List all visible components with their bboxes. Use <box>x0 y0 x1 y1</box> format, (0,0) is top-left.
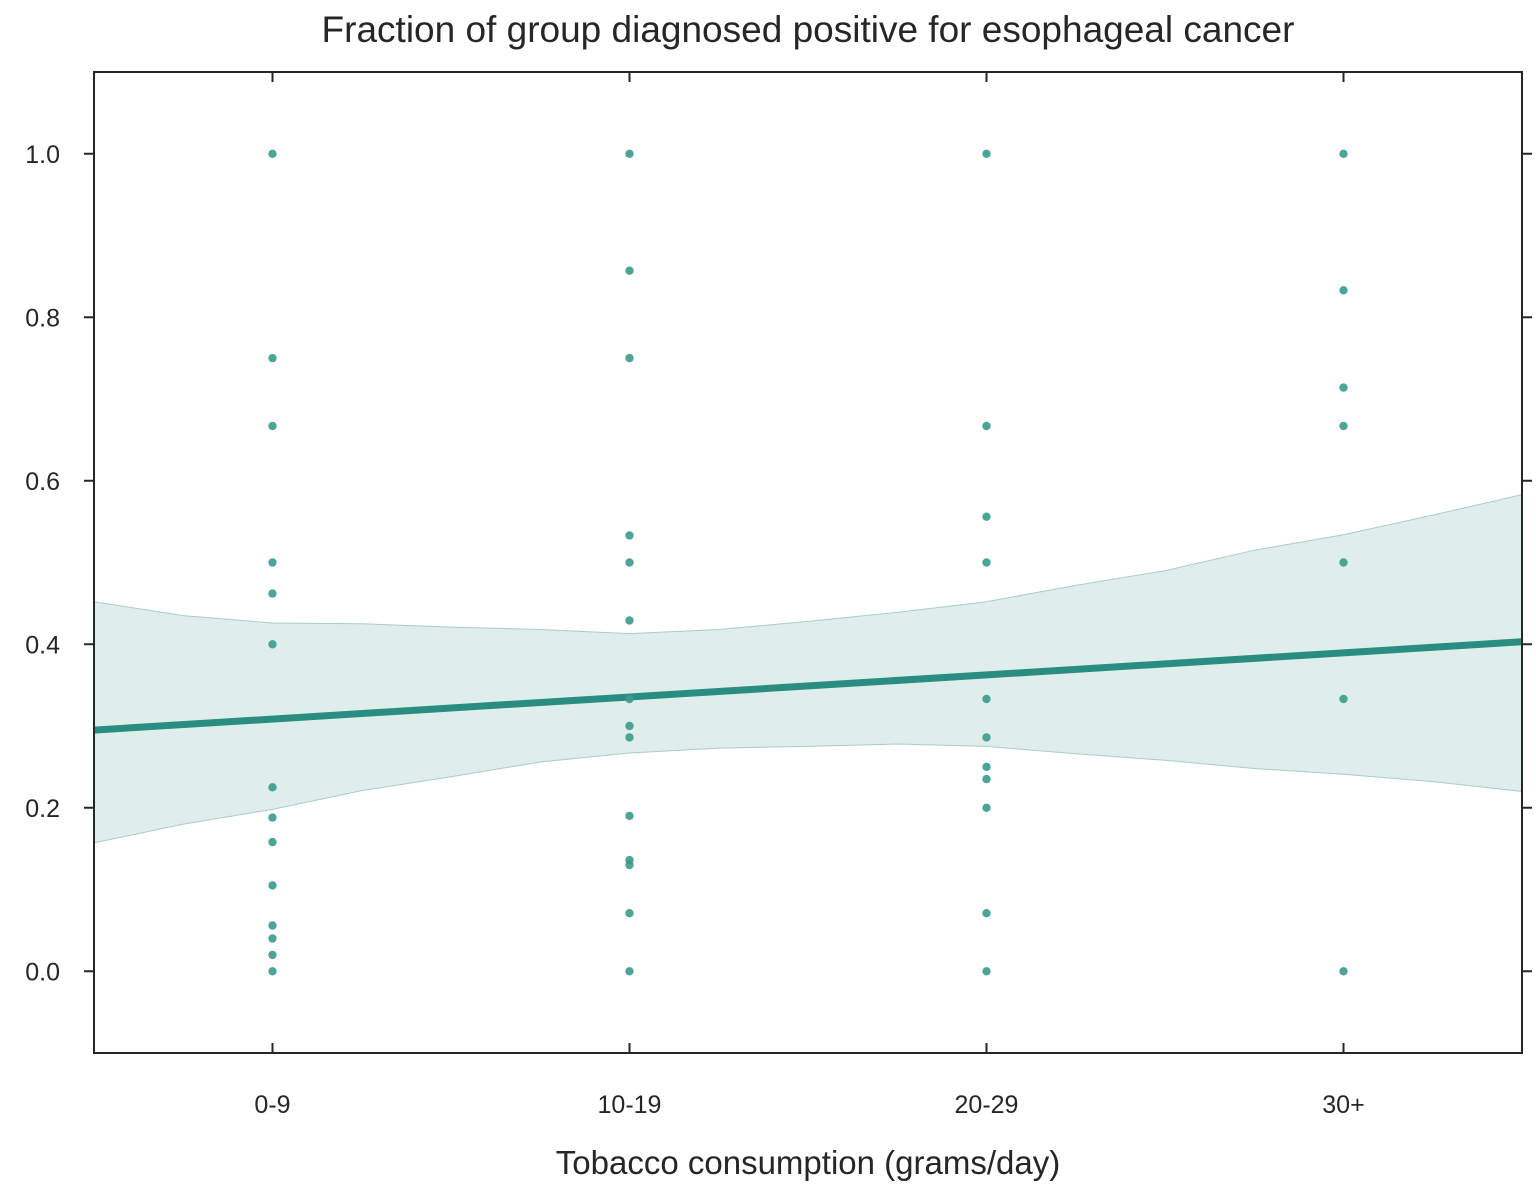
data-point <box>625 694 634 704</box>
data-point <box>268 813 277 822</box>
scatter-points-layer <box>268 149 1348 976</box>
data-point <box>268 934 277 943</box>
data-point <box>268 837 277 847</box>
data-point <box>625 860 634 870</box>
data-point <box>625 909 634 918</box>
data-point <box>268 589 277 598</box>
x-tick-label: 20-29 <box>955 1091 1019 1119</box>
y-tick-label: 0.0 <box>25 958 60 986</box>
y-tick-label: 0.4 <box>25 631 60 659</box>
x-tick-label: 10-19 <box>598 1091 662 1119</box>
data-point <box>268 783 277 792</box>
data-point <box>982 421 991 431</box>
data-point <box>625 353 634 363</box>
y-tick-label: 0.6 <box>25 468 60 496</box>
data-point <box>1339 967 1348 976</box>
data-point <box>625 811 634 821</box>
x-axis-label: Tobacco consumption (grams/day) <box>556 1144 1060 1181</box>
confidence-band-layer <box>93 493 1523 844</box>
data-point <box>268 149 277 158</box>
data-point <box>625 616 634 625</box>
plot-frame <box>93 71 1523 1054</box>
data-point <box>268 353 277 363</box>
plot-area <box>93 149 1523 976</box>
data-point <box>1339 421 1348 431</box>
data-point <box>982 967 991 976</box>
y-tick-label: 0.8 <box>25 304 60 332</box>
data-point <box>982 803 991 812</box>
data-point <box>268 967 277 976</box>
y-tick-label: 0.2 <box>25 795 60 823</box>
data-point <box>1339 383 1348 392</box>
x-axis-ticks: 0-9 10-19 20-29 30+ <box>254 72 1365 1119</box>
y-tick-label: 1.0 <box>25 141 60 169</box>
data-point <box>268 558 277 567</box>
data-point <box>625 149 634 158</box>
data-point <box>982 774 991 784</box>
data-point <box>268 921 277 930</box>
data-point <box>982 909 991 918</box>
data-point <box>1339 694 1348 704</box>
data-point <box>625 721 634 731</box>
data-point <box>1339 558 1348 567</box>
data-point <box>625 266 634 275</box>
data-point <box>1339 286 1348 295</box>
data-point <box>268 881 277 890</box>
confidence-band <box>93 493 1523 844</box>
chart-title: Fraction of group diagnosed positive for… <box>322 9 1295 50</box>
data-point <box>268 421 277 431</box>
data-point <box>625 558 634 567</box>
y-axis-ticks: 0.0 0.2 0.4 0.6 0.8 1.0 <box>25 141 1532 986</box>
data-point <box>982 694 991 704</box>
data-point <box>268 640 277 649</box>
data-point <box>1339 149 1348 158</box>
data-point <box>982 512 991 521</box>
regression-line-layer <box>93 638 1523 734</box>
data-point <box>268 950 277 960</box>
data-point <box>982 762 991 772</box>
x-tick-label: 30+ <box>1322 1091 1364 1119</box>
data-point <box>625 531 634 540</box>
data-point <box>625 733 634 742</box>
x-tick-label: 0-9 <box>254 1091 290 1119</box>
regression-line <box>93 638 1523 734</box>
data-point <box>625 967 634 976</box>
data-point <box>982 149 991 158</box>
data-point <box>982 733 991 742</box>
data-point <box>982 558 991 567</box>
